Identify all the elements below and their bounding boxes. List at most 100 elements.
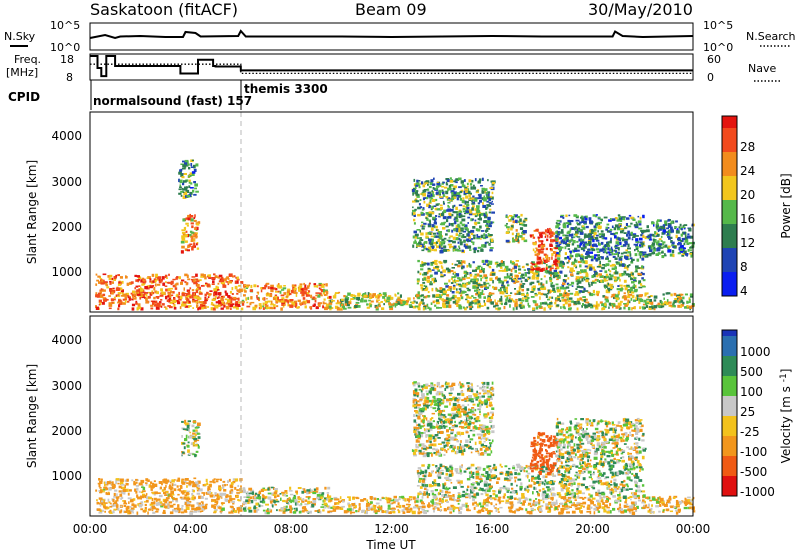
echo-cell (200, 273, 204, 276)
echo-cell (460, 214, 463, 218)
echo-cell (423, 262, 425, 265)
echo-cell (521, 288, 524, 292)
echo-cell (179, 496, 183, 499)
echo-cell (545, 295, 548, 298)
echo-cell (551, 264, 554, 267)
echo-cell (218, 506, 222, 510)
echo-cell (216, 297, 219, 299)
echo-cell (229, 300, 233, 304)
echo-cell (413, 230, 417, 234)
echo-cell (181, 435, 183, 438)
echo-cell (668, 230, 671, 234)
echo-cell (642, 303, 647, 306)
echo-cell (435, 299, 440, 302)
echo-cell (458, 226, 461, 229)
echo-cell (338, 500, 341, 504)
echo-cell (497, 307, 502, 310)
echo-cell (166, 277, 168, 279)
echo-cell (186, 194, 191, 198)
echo-cell (240, 281, 244, 284)
echo-cell (486, 220, 491, 224)
echo-cell (296, 502, 299, 506)
echo-cell (95, 273, 98, 276)
echo-cell (150, 292, 153, 295)
echo-cell (462, 230, 466, 233)
echo-cell (671, 241, 675, 245)
echo-cell (548, 271, 552, 275)
echo-cell (575, 216, 579, 219)
echo-cell (571, 233, 574, 237)
echo-cell (543, 307, 546, 311)
echo-cell (530, 262, 533, 264)
echo-cell (350, 298, 354, 300)
echo-cell (190, 238, 194, 242)
echo-cell (173, 503, 176, 506)
echo-cell (637, 267, 641, 269)
echo-cell (652, 233, 655, 237)
echo-cell (184, 273, 188, 277)
echo-cell (232, 303, 235, 306)
echo-cell (652, 238, 655, 242)
echo-cell (464, 224, 468, 228)
echo-cell (330, 506, 335, 509)
echo-cell (173, 507, 178, 510)
echo-cell (680, 228, 683, 231)
echo-cell (188, 179, 191, 182)
echo-cell (425, 196, 429, 200)
echo-cell (452, 222, 456, 225)
echo-cell (607, 282, 610, 286)
echo-cell (614, 257, 618, 260)
echo-cell (550, 282, 553, 285)
echo-cell (676, 228, 679, 231)
echo-cell (317, 294, 321, 298)
echo-cell (542, 231, 546, 235)
echo-cell (539, 510, 543, 513)
echo-cell (552, 274, 556, 279)
echo-cell (470, 240, 473, 243)
echo-cell (441, 288, 446, 291)
echo-cell (679, 242, 682, 246)
echo-cell (454, 263, 458, 266)
echo-cell (311, 503, 315, 508)
echo-cell (453, 180, 456, 183)
echo-cell (109, 505, 113, 508)
echo-cell (627, 306, 631, 311)
echo-cell (112, 499, 115, 503)
echo-cell (135, 491, 138, 494)
echo-cell (568, 297, 573, 300)
echo-cell (183, 301, 187, 304)
echo-cell (449, 199, 452, 202)
echo-cell (425, 180, 430, 183)
echo-cell (629, 289, 633, 292)
echo-cell (632, 299, 637, 302)
echo-cell (576, 285, 580, 288)
echo-cell (582, 501, 587, 505)
echo-cell (267, 300, 271, 303)
freq-frame (89, 53, 694, 81)
echo-cell (504, 265, 509, 269)
echo-cell (614, 280, 617, 283)
echo-cell (664, 301, 667, 304)
echo-cell (424, 241, 427, 243)
echo-cell (188, 180, 191, 184)
echo-cell (540, 278, 543, 281)
echo-cell (542, 257, 545, 261)
echo-cell (96, 499, 98, 501)
echo-cell (188, 300, 191, 304)
echo-cell (463, 184, 466, 188)
echo-cell (192, 238, 195, 242)
echo-cell (245, 297, 248, 301)
echo-cell (102, 273, 107, 276)
echo-cell (684, 239, 689, 243)
echo-cell (159, 294, 164, 297)
echo-cell (520, 275, 524, 278)
echo-cell (186, 490, 191, 493)
echo-cell (187, 449, 190, 453)
echo-cell (220, 302, 223, 305)
echo-cell (635, 241, 640, 243)
echo-cell (224, 498, 227, 502)
echo-cell (482, 293, 485, 295)
echo-cell (212, 304, 215, 307)
echo-cell (468, 281, 471, 285)
echo-cell (619, 237, 624, 240)
